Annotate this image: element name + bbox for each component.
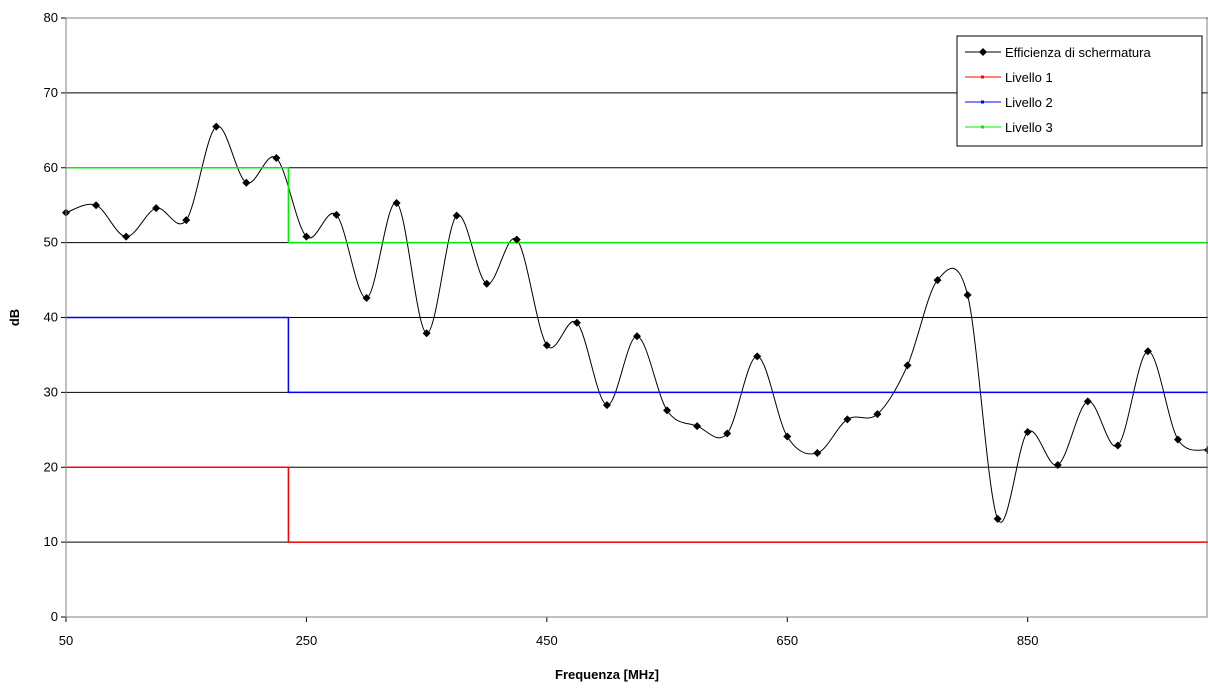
y-axis-title: dB <box>7 309 22 326</box>
data-point-0-17 <box>572 318 581 327</box>
x-tick-label-450: 450 <box>536 633 558 648</box>
data-point-0-24 <box>783 432 792 441</box>
data-point-0-22 <box>723 429 732 438</box>
x-tick-label-850: 850 <box>1017 633 1039 648</box>
data-point-0-23 <box>753 352 762 361</box>
legend-marker-3 <box>981 125 984 129</box>
data-point-0-19 <box>633 332 641 341</box>
legend-label-2: Livello 2 <box>1005 95 1053 110</box>
data-point-0-18 <box>602 401 611 410</box>
data-point-0-31 <box>993 514 1002 523</box>
series-line-0 <box>65 125 1208 523</box>
legend-box <box>956 35 1203 147</box>
data-point-0-32 <box>1023 428 1032 437</box>
legend-label-1: Livello 1 <box>1005 70 1053 85</box>
data-point-0-12 <box>422 329 431 338</box>
data-point-0-16 <box>542 341 551 350</box>
data-point-0-9 <box>332 210 341 219</box>
data-point-0-8 <box>302 232 311 241</box>
series-line-3 <box>66 167 1208 244</box>
x-axis-title: Frequenza [MHz] <box>555 667 659 682</box>
data-point-0-21 <box>693 422 702 431</box>
data-point-0-4 <box>182 216 191 225</box>
x-tick-label-250: 250 <box>296 633 318 648</box>
data-point-0-10 <box>362 294 371 303</box>
data-point-0-14 <box>482 279 491 288</box>
x-axis-ticks: 50 250 450 650 850 <box>59 617 1039 648</box>
legend-label-3: Livello 3 <box>1005 120 1053 135</box>
legend-marker-1 <box>981 75 984 79</box>
data-point-0-35 <box>1113 441 1122 450</box>
y-tick-label-30: 30 <box>44 384 58 399</box>
data-point-0-11 <box>392 198 401 207</box>
x-tick-label-50: 50 <box>59 633 73 648</box>
series-line-1 <box>66 466 1208 543</box>
data-point-0-15 <box>512 235 521 244</box>
data-point-0-5 <box>212 122 221 131</box>
y-tick-label-70: 70 <box>44 85 58 100</box>
legend-marker-2 <box>981 100 984 104</box>
data-point-0-13 <box>452 211 461 220</box>
data-point-0-1 <box>92 201 101 210</box>
data-point-0-37 <box>1173 435 1182 444</box>
plot-area-border <box>65 17 1208 618</box>
data-point-0-36 <box>1143 347 1152 356</box>
y-tick-label-10: 10 <box>44 534 58 549</box>
y-tick-label-80: 80 <box>44 10 58 25</box>
series-group <box>65 125 1208 543</box>
data-point-0-6 <box>242 178 251 187</box>
legend: Efficienza di schermatura Livello 1 Livell… <box>956 35 1203 147</box>
y-tick-label-20: 20 <box>44 459 58 474</box>
legend-marker-0 <box>979 48 987 56</box>
data-point-0-28 <box>903 361 912 370</box>
y-tick-label-0: 0 <box>51 609 58 624</box>
x-tick-label-650: 650 <box>776 633 798 648</box>
markers-group <box>62 122 1208 523</box>
y-tick-label-50: 50 <box>44 235 58 250</box>
data-point-0-30 <box>963 291 972 300</box>
data-point-0-34 <box>1083 397 1092 406</box>
data-point-0-27 <box>873 410 882 419</box>
data-point-0-25 <box>813 449 822 458</box>
y-axis-ticks: 0 10 20 30 40 50 60 70 80 <box>44 10 66 624</box>
data-point-0-2 <box>122 232 131 241</box>
series-line-2 <box>66 316 1208 394</box>
data-point-0-3 <box>152 204 161 213</box>
legend-label-0: Efficienza di schermatura <box>1005 45 1151 60</box>
data-point-0-29 <box>933 276 942 285</box>
data-point-0-33 <box>1053 461 1062 470</box>
y-tick-label-40: 40 <box>44 310 58 325</box>
data-point-0-7 <box>272 154 281 163</box>
data-point-0-20 <box>663 406 672 415</box>
data-point-0-26 <box>843 415 852 424</box>
y-tick-label-60: 60 <box>44 160 58 175</box>
